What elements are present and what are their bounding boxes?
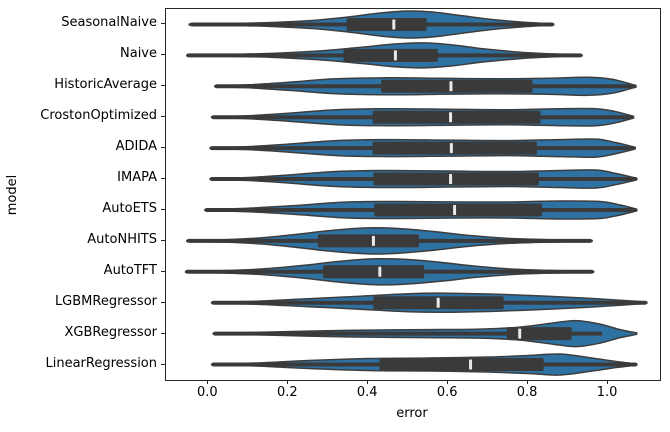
x-tick-label-1.0: 1.0 bbox=[596, 385, 618, 400]
y-tick-label-CrostonOptimized: CrostonOptimized bbox=[40, 108, 157, 124]
y-tick-mark bbox=[161, 54, 165, 56]
median-tick bbox=[449, 143, 453, 154]
x-tick-mark bbox=[367, 380, 369, 384]
median-tick bbox=[378, 266, 382, 277]
y-tick-mark bbox=[161, 363, 165, 365]
iqr-box bbox=[372, 110, 541, 124]
y-tick-mark bbox=[161, 332, 165, 334]
y-tick-label-AutoNHITS: AutoNHITS bbox=[87, 231, 157, 247]
median-tick bbox=[453, 204, 457, 215]
x-tick-label-0.8: 0.8 bbox=[516, 385, 538, 400]
y-tick-label-LinearRegression: LinearRegression bbox=[45, 355, 157, 371]
y-tick-mark bbox=[161, 178, 165, 180]
violin-row-CrostonOptimized bbox=[210, 107, 635, 127]
x-tick-label-0.0: 0.0 bbox=[197, 385, 218, 400]
iqr-box bbox=[323, 265, 425, 279]
x-tick-mark bbox=[447, 380, 449, 384]
median-tick bbox=[393, 50, 397, 61]
violin-row-LGBMRegressor bbox=[210, 292, 648, 313]
median-tick bbox=[371, 235, 375, 246]
x-tick-label-0.6: 0.6 bbox=[436, 385, 458, 400]
y-tick-mark bbox=[161, 239, 165, 241]
iqr-box bbox=[373, 172, 539, 186]
violin-row-HistoricAverage bbox=[214, 76, 637, 97]
y-tick-mark bbox=[161, 23, 165, 25]
median-tick bbox=[392, 19, 396, 30]
violin-row-AutoETS bbox=[204, 200, 638, 220]
iqr-box bbox=[317, 234, 419, 248]
y-tick-mark bbox=[161, 301, 165, 303]
x-tick-mark bbox=[607, 380, 609, 384]
violin-row-LinearRegression bbox=[210, 353, 638, 376]
y-tick-mark bbox=[161, 208, 165, 210]
y-tick-label-XGBRegressor: XGBRegressor bbox=[64, 324, 158, 340]
violin-row-AutoTFT bbox=[184, 257, 595, 286]
iqr-box bbox=[343, 48, 438, 62]
x-tick-mark bbox=[527, 380, 529, 384]
median-tick bbox=[518, 328, 522, 339]
y-tick-label-ADIDA: ADIDA bbox=[115, 139, 157, 155]
iqr-box bbox=[346, 17, 427, 31]
y-tick-label-SeasonalNaive: SeasonalNaive bbox=[61, 15, 157, 31]
median-tick bbox=[449, 81, 453, 92]
y-tick-label-Naive: Naive bbox=[120, 46, 157, 62]
median-tick bbox=[436, 297, 440, 308]
y-axis-label: model bbox=[5, 174, 20, 216]
y-tick-label-IMAPA: IMAPA bbox=[117, 170, 157, 186]
y-tick-mark bbox=[161, 270, 165, 272]
violin-row-IMAPA bbox=[209, 169, 638, 189]
iqr-box bbox=[381, 79, 533, 93]
violin-row-Naive bbox=[186, 42, 583, 69]
y-tick-label-LGBMRegressor: LGBMRegressor bbox=[54, 293, 157, 309]
whisker-line bbox=[213, 331, 603, 336]
violin-row-ADIDA bbox=[209, 138, 636, 159]
y-tick-label-AutoTFT: AutoTFT bbox=[103, 262, 157, 278]
violin-row-SeasonalNaive bbox=[188, 10, 555, 39]
x-tick-mark bbox=[207, 380, 209, 384]
x-axis-label: error bbox=[396, 406, 428, 421]
violin-row-AutoNHITS bbox=[186, 226, 593, 255]
y-tick-mark bbox=[161, 116, 165, 118]
y-tick-label-AutoETS: AutoETS bbox=[102, 200, 157, 216]
iqr-box bbox=[506, 327, 572, 341]
x-tick-mark bbox=[287, 380, 289, 384]
y-tick-mark bbox=[161, 85, 165, 87]
x-tick-label-0.4: 0.4 bbox=[356, 385, 378, 400]
median-tick bbox=[449, 112, 453, 123]
x-tick-label-0.2: 0.2 bbox=[276, 385, 298, 400]
y-tick-mark bbox=[161, 147, 165, 149]
plot-area bbox=[165, 8, 661, 381]
y-tick-label-HistoricAverage: HistoricAverage bbox=[54, 77, 157, 93]
iqr-box bbox=[379, 358, 544, 372]
median-tick bbox=[469, 359, 473, 370]
iqr-box bbox=[374, 203, 543, 217]
violin-chart bbox=[184, 10, 648, 376]
iqr-box bbox=[372, 141, 537, 155]
median-tick bbox=[449, 174, 453, 185]
violin-row-XGBRegressor bbox=[212, 319, 638, 348]
